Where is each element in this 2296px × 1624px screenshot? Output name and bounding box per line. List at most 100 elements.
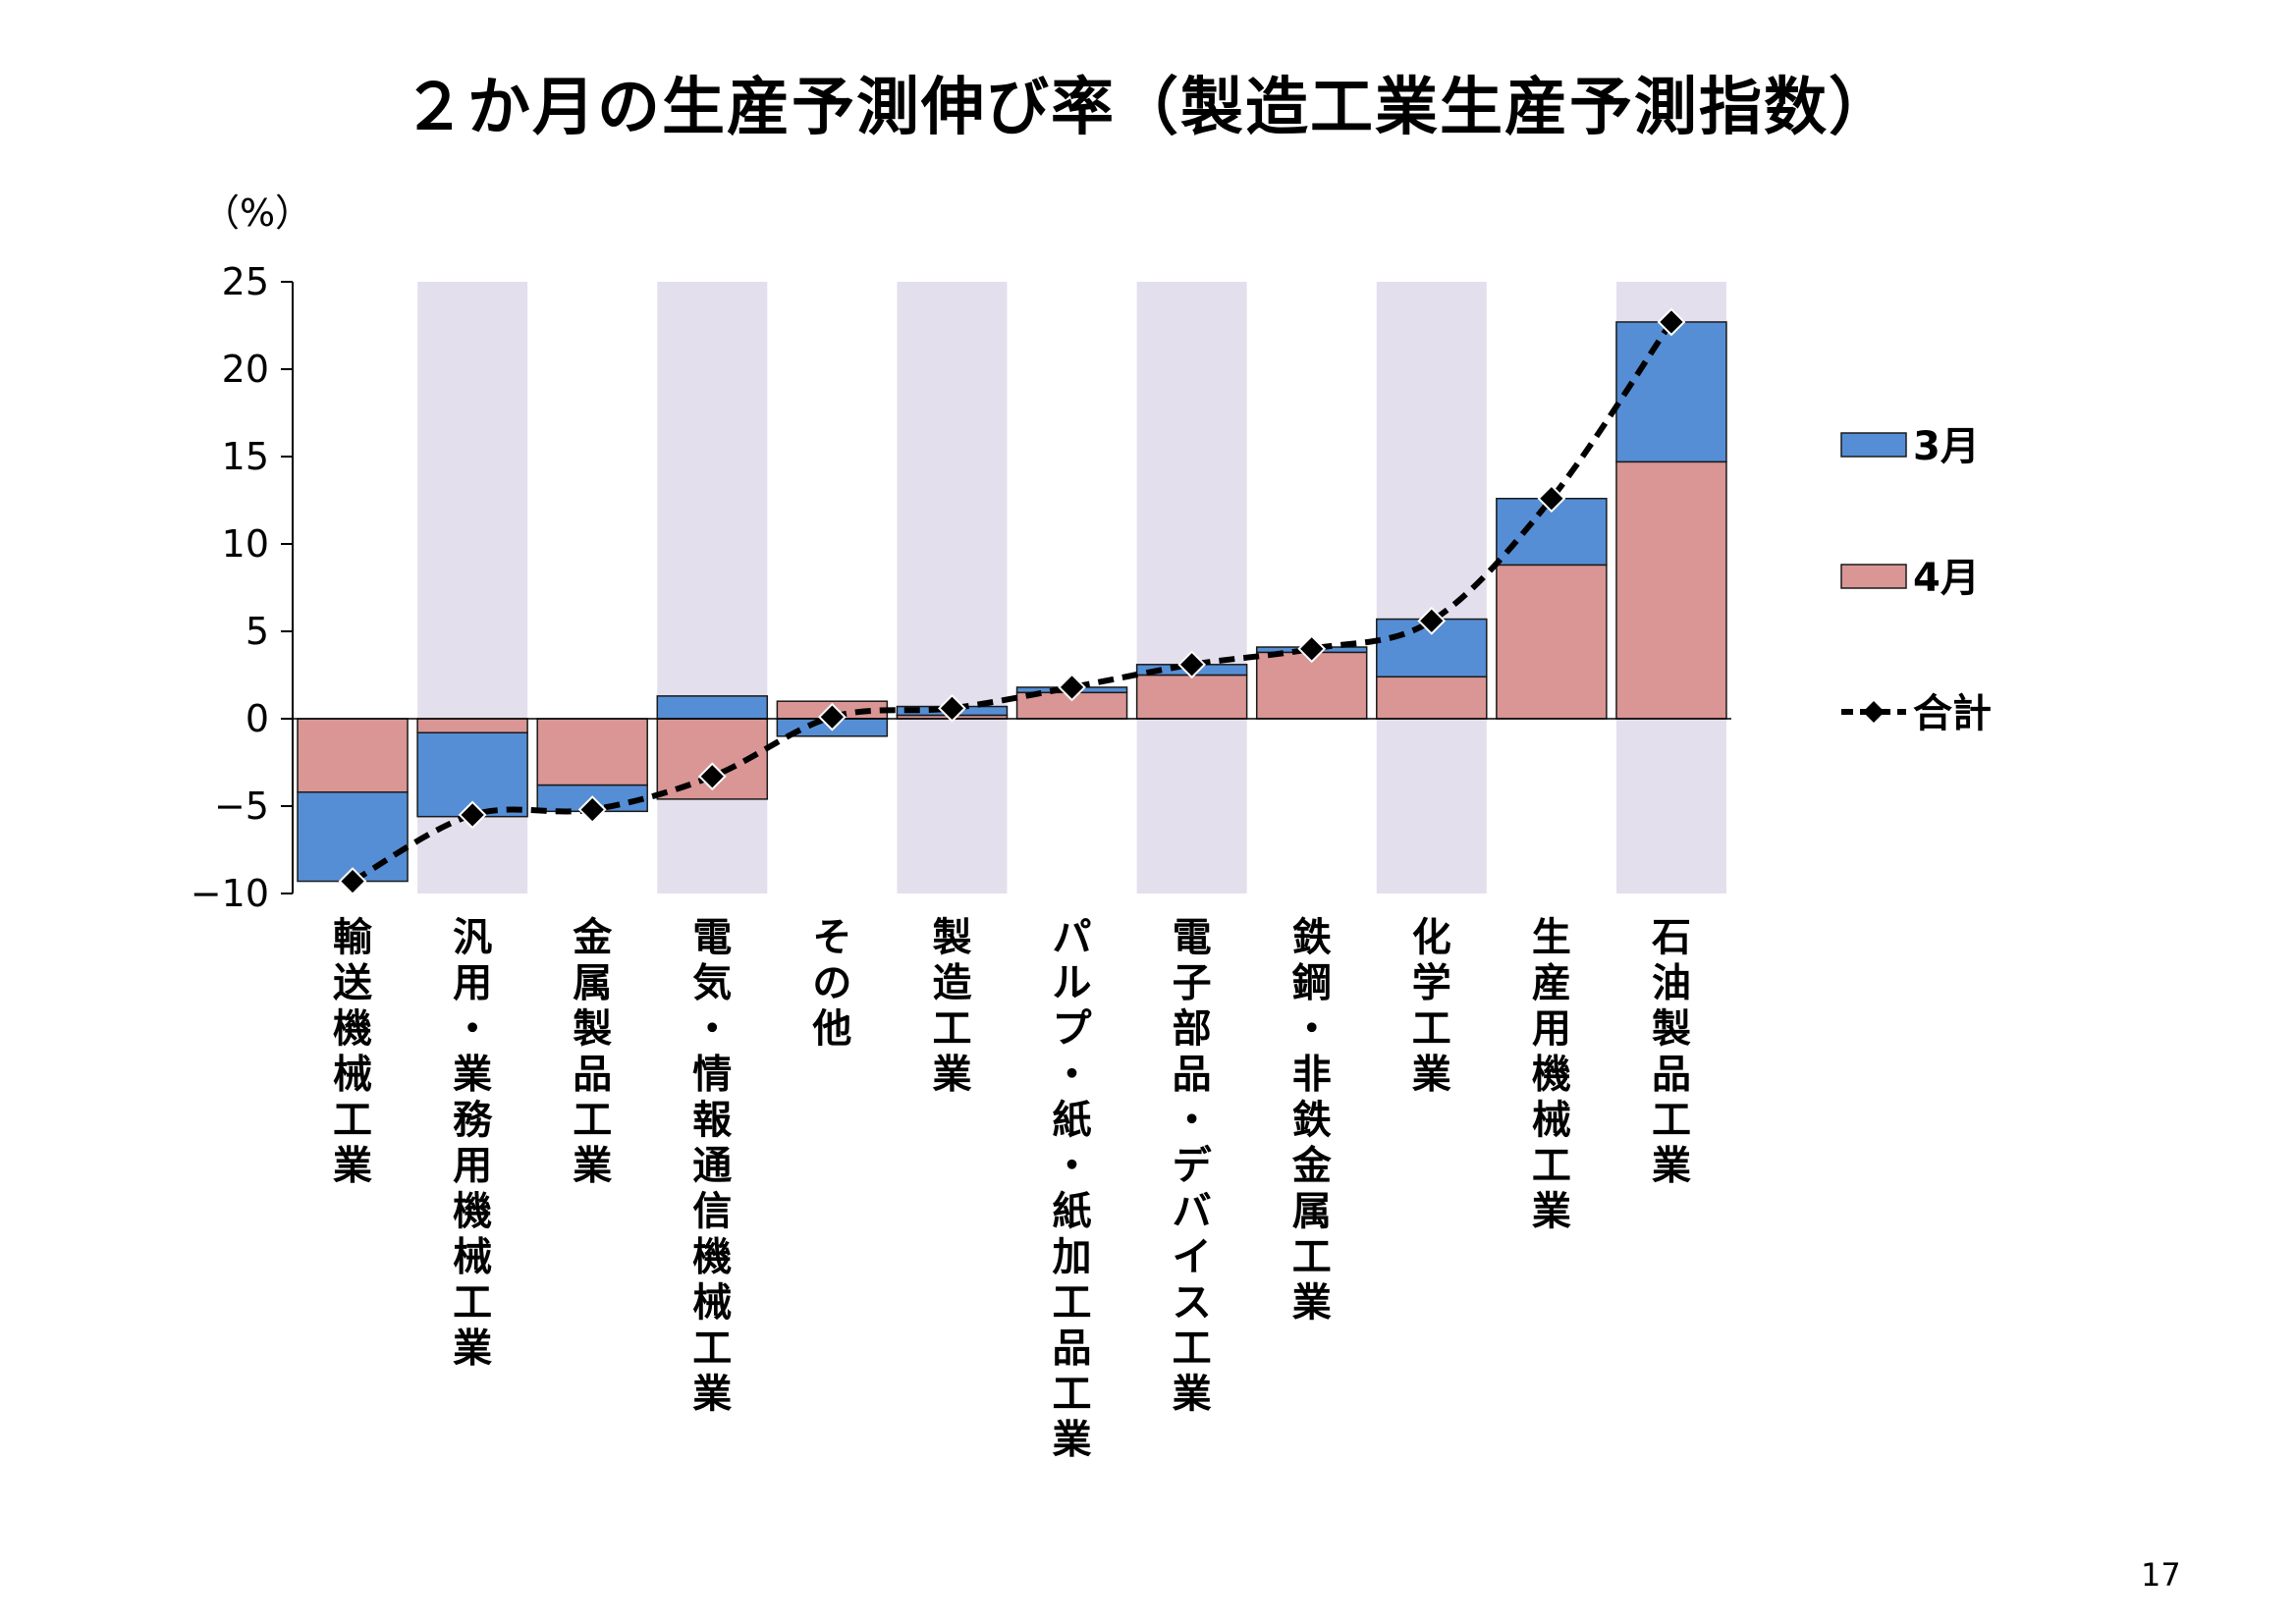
x-tick-label-3-char-3: 情 xyxy=(692,1053,732,1098)
total-point-0 xyxy=(338,867,367,895)
x-tick-label-2-char-2: 製 xyxy=(573,1006,612,1052)
x-tick-label-7-char-10: 業 xyxy=(1173,1372,1212,1417)
x-tick-label-1-char-7: 械 xyxy=(453,1235,492,1280)
x-tick-label-11-char-1: 油 xyxy=(1652,961,1691,1006)
total-point-5 xyxy=(938,693,966,723)
bar-april-11 xyxy=(1615,460,1727,720)
y-axis-label: （%） xyxy=(202,191,312,235)
x-tick-label-7-char-6: バ xyxy=(1173,1189,1212,1234)
x-tick-label-4-char-0: そ xyxy=(812,915,851,960)
background-bands xyxy=(417,282,1726,893)
x-tick-label-2-char-1: 属 xyxy=(573,961,612,1006)
x-tick-label-11-char-2: 製 xyxy=(1652,1006,1691,1052)
x-tick-label-1-char-6: 機 xyxy=(453,1189,492,1234)
axes xyxy=(292,282,1731,893)
x-tick-label-4-char-1: の xyxy=(812,961,851,1006)
total-point-6 xyxy=(1058,673,1086,702)
total-point-7 xyxy=(1177,650,1207,679)
x-tick-label-0-char-3: 械 xyxy=(333,1053,372,1098)
x-tick-label-3-char-10: 業 xyxy=(692,1372,732,1417)
total-point-3 xyxy=(697,762,727,791)
total-point-11 xyxy=(1657,307,1686,337)
legend-label-2: 合計 xyxy=(1913,691,1992,736)
x-tick-label-10-char-5: 工 xyxy=(1532,1144,1571,1189)
x-tick-label-8-char-2: ・ xyxy=(1292,1006,1332,1052)
x-tick-label-5-char-3: 業 xyxy=(932,1053,971,1098)
y-tick-label-1: 20 xyxy=(222,348,269,391)
bar-april-0 xyxy=(297,718,409,793)
x-tick-label-7-char-0: 電 xyxy=(1173,915,1212,960)
band-3 xyxy=(657,282,768,893)
x-tick-label-6-char-5: ・ xyxy=(1053,1144,1092,1189)
x-tick-label-5-char-0: 製 xyxy=(932,915,971,960)
x-tick-label-1-char-9: 業 xyxy=(453,1326,492,1372)
x-tick-label-1-char-4: 務 xyxy=(453,1098,493,1143)
total-point-4 xyxy=(817,702,847,731)
x-tick-label-6-char-3: ・ xyxy=(1053,1053,1092,1098)
x-tick-label-3-char-0: 電 xyxy=(692,915,732,960)
legend-label-1: 4月 xyxy=(1913,556,1980,601)
x-tick-label-2-char-4: 工 xyxy=(573,1098,612,1143)
chart-title: ２か月の生産予測伸び率（製造工業生産予測指数） xyxy=(403,72,1893,144)
x-tick-label-6-char-0: パ xyxy=(1053,915,1092,960)
bar-april-7 xyxy=(1135,674,1248,720)
x-tick-label-3-char-7: 機 xyxy=(692,1235,732,1280)
x-tick-label-8-char-0: 鉄 xyxy=(1292,915,1332,960)
y-tick-label-6: −5 xyxy=(214,785,269,828)
x-tick-label-10-char-2: 用 xyxy=(1532,1006,1571,1052)
total-point-8 xyxy=(1297,634,1327,664)
x-tick-label-4-char-2: 他 xyxy=(811,1006,851,1052)
x-tick-label-6-char-7: 加 xyxy=(1053,1235,1092,1280)
x-tick-label-1-char-2: ・ xyxy=(453,1006,492,1052)
x-tick-label-10-char-6: 業 xyxy=(1532,1189,1571,1234)
x-tick-label-2-char-5: 業 xyxy=(573,1144,612,1189)
x-tick-label-6-char-2: プ xyxy=(1053,1006,1092,1052)
x-tick-label-8-char-7: 工 xyxy=(1292,1235,1332,1280)
x-tick-label-2-char-3: 品 xyxy=(573,1053,612,1098)
bar-april-9 xyxy=(1376,676,1488,720)
total-point-1 xyxy=(458,800,487,830)
band-5 xyxy=(897,282,1008,893)
total-point-10 xyxy=(1537,484,1566,514)
x-tick-label-10-char-1: 産 xyxy=(1532,961,1571,1006)
x-tick-label-6-char-10: 工 xyxy=(1053,1372,1092,1417)
x-tick-label-7-char-9: 工 xyxy=(1173,1326,1212,1372)
page-number: 17 xyxy=(2141,1556,2181,1594)
x-tick-label-10-char-4: 械 xyxy=(1532,1098,1571,1143)
x-tick-label-6-char-11: 業 xyxy=(1053,1418,1092,1463)
y-tick-label-2: 15 xyxy=(222,435,269,478)
x-tick-label-1-char-0: 汎 xyxy=(453,915,492,960)
x-tick-label-6-char-9: 品 xyxy=(1053,1326,1092,1372)
x-tick-label-9-char-2: 工 xyxy=(1412,1006,1451,1052)
x-tick-label-8-char-3: 非 xyxy=(1292,1053,1332,1098)
x-tick-label-3-char-6: 信 xyxy=(692,1189,732,1234)
x-tick-label-3-char-5: 通 xyxy=(692,1144,732,1189)
total-point-9 xyxy=(1417,606,1447,635)
x-tick-label-9-char-1: 学 xyxy=(1412,961,1451,1006)
legend-swatch-1 xyxy=(1840,564,1907,589)
y-tick-label-4: 5 xyxy=(246,610,269,653)
x-tick-label-3-char-9: 工 xyxy=(692,1326,732,1372)
bar-april-2 xyxy=(536,718,648,786)
x-tick-label-0-char-0: 輸 xyxy=(333,915,373,960)
x-tick-label-3-char-4: 報 xyxy=(692,1098,732,1143)
bars xyxy=(297,321,1727,883)
x-tick-label-7-char-8: ス xyxy=(1173,1280,1212,1326)
x-tick-label-1-char-8: 工 xyxy=(453,1280,492,1326)
x-tick-label-7-char-7: イ xyxy=(1173,1235,1212,1280)
y-ticks: 25 20 15 10 5 0 −5 −10 xyxy=(191,260,293,915)
x-tick-label-11-char-3: 品 xyxy=(1652,1053,1691,1098)
bar-march-3 xyxy=(656,695,769,720)
x-tick-label-7-char-2: 部 xyxy=(1173,1006,1212,1052)
x-tick-label-10-char-3: 機 xyxy=(1532,1053,1571,1098)
x-tick-label-1-char-5: 用 xyxy=(453,1144,492,1189)
bar-march-0 xyxy=(297,791,409,883)
x-tick-label-7-char-4: ・ xyxy=(1173,1098,1212,1143)
x-tick-label-3-char-8: 械 xyxy=(692,1280,732,1326)
x-tick-label-8-char-1: 鋼 xyxy=(1292,961,1332,1006)
legend-label-0: 3月 xyxy=(1913,424,1980,469)
y-tick-label-0: 25 xyxy=(222,260,269,303)
x-tick-label-0-char-4: 工 xyxy=(333,1098,372,1143)
